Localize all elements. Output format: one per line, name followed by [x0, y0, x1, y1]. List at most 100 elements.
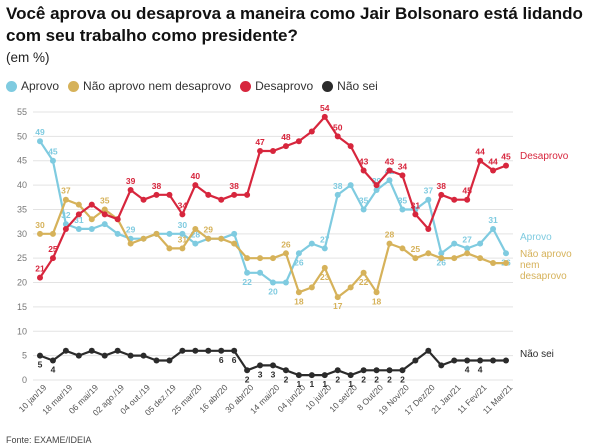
legend-item-nao-sei[interactable]: Não sei [322, 79, 378, 93]
data-point [179, 230, 186, 237]
data-point [438, 362, 445, 369]
legend-label-aprovo: Aprovo [21, 79, 60, 93]
data-point [360, 269, 367, 276]
data-point [438, 191, 445, 198]
data-point [464, 357, 471, 364]
data-point [425, 250, 432, 257]
data-point [373, 367, 380, 374]
legend-item-desaprovo[interactable]: Desaprovo [240, 79, 313, 93]
data-label: 4 [51, 365, 56, 375]
data-point [451, 357, 458, 364]
data-point [412, 255, 419, 262]
data-point [127, 186, 134, 193]
data-label: 2 [361, 374, 366, 384]
data-point [282, 367, 289, 374]
series-end-label: Não aprovo [520, 249, 572, 260]
data-point [218, 196, 225, 203]
data-point [88, 216, 95, 223]
data-point [257, 147, 264, 154]
series-end-label: desaprovo [520, 271, 567, 282]
data-point [140, 352, 147, 359]
data-label: 23 [320, 272, 330, 282]
data-point [49, 157, 56, 164]
data-point [244, 255, 251, 262]
data-point [386, 167, 393, 174]
data-label: 44 [488, 156, 498, 166]
data-point [464, 250, 471, 257]
data-point [270, 362, 276, 369]
data-point [101, 211, 108, 218]
data-point [464, 196, 471, 203]
data-point [270, 255, 276, 262]
data-point [451, 196, 458, 203]
data-point [477, 240, 484, 247]
data-point [477, 157, 484, 164]
x-tick-label: 10 set/20 [327, 382, 359, 414]
data-point [412, 357, 419, 364]
data-point [451, 255, 458, 262]
data-point [205, 347, 212, 354]
data-point [295, 289, 302, 296]
data-point [386, 367, 393, 374]
legend: Aprovo Não aprovo nem desaprovo Desaprov… [6, 79, 387, 93]
data-label: 22 [359, 277, 369, 287]
data-point [218, 235, 225, 242]
data-point [334, 133, 341, 140]
data-label: 27 [320, 234, 330, 244]
data-point [62, 196, 69, 203]
data-point [295, 138, 302, 145]
data-point [244, 269, 251, 276]
data-label: 47 [255, 137, 265, 147]
data-label: 28 [191, 230, 201, 240]
data-point [321, 264, 328, 271]
data-label: 48 [281, 132, 291, 142]
data-point [425, 347, 432, 354]
data-label: 25 [411, 244, 421, 254]
data-point [88, 225, 95, 232]
data-label: 20 [268, 287, 278, 297]
data-point [75, 201, 82, 208]
chart-subtitle: (em %) [6, 50, 50, 65]
series-line [39, 115, 507, 279]
data-point [49, 230, 56, 237]
data-label: 2 [245, 374, 250, 384]
legend-item-aprovo[interactable]: Aprovo [6, 79, 59, 93]
data-label: 26 [294, 257, 304, 267]
data-label: 45 [501, 152, 511, 162]
data-label: 35 [398, 195, 408, 205]
data-point [49, 357, 56, 364]
legend-item-neutro[interactable]: Não aprovo nem desaprovo [68, 79, 231, 93]
data-point [321, 372, 328, 379]
data-point [347, 182, 354, 189]
data-label: 40 [191, 171, 201, 181]
legend-label-neutro: Não aprovo nem desaprovo [83, 79, 232, 93]
data-point [270, 279, 276, 286]
data-point [153, 357, 160, 364]
y-tick-label: 15 [17, 302, 27, 312]
data-label: 38 [152, 181, 162, 191]
data-label: 2 [387, 374, 392, 384]
legend-label-desaprovo: Desaprovo [255, 79, 314, 93]
data-point [321, 113, 328, 120]
data-point [347, 284, 354, 291]
data-label: 39 [372, 176, 382, 186]
data-point [192, 182, 199, 189]
data-point [75, 352, 82, 359]
data-point [347, 372, 354, 379]
data-point [101, 221, 108, 228]
legend-label-nao-sei: Não sei [337, 79, 378, 93]
data-label: 37 [424, 186, 434, 196]
y-tick-label: 40 [17, 180, 27, 190]
data-point [166, 191, 173, 198]
data-point [490, 260, 497, 267]
data-point [101, 206, 108, 213]
data-point [101, 352, 108, 359]
source-note: Fonte: EXAME/IDEIA [6, 435, 92, 445]
data-label: 37 [61, 186, 71, 196]
data-point [477, 357, 484, 364]
y-tick-label: 20 [17, 278, 27, 288]
data-point [192, 225, 199, 232]
data-label: 38 [333, 181, 343, 191]
data-point [88, 201, 95, 208]
data-point [503, 357, 509, 364]
